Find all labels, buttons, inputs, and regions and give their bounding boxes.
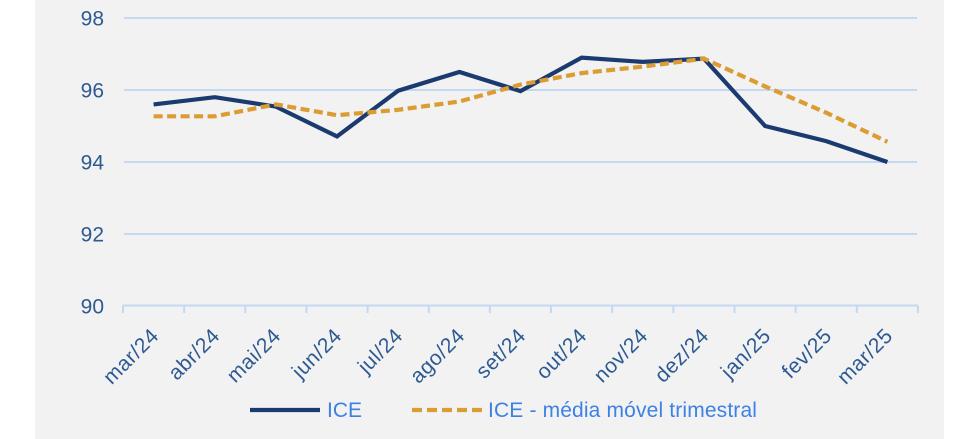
svg-text:92: 92: [81, 224, 104, 247]
svg-text:ICE - média móvel trimestral: ICE - média móvel trimestral: [488, 399, 757, 422]
svg-text:94: 94: [81, 152, 105, 175]
svg-text:90: 90: [81, 296, 104, 319]
svg-text:96: 96: [81, 80, 104, 103]
svg-text:98: 98: [81, 8, 104, 31]
svg-text:ICE: ICE: [327, 399, 362, 422]
